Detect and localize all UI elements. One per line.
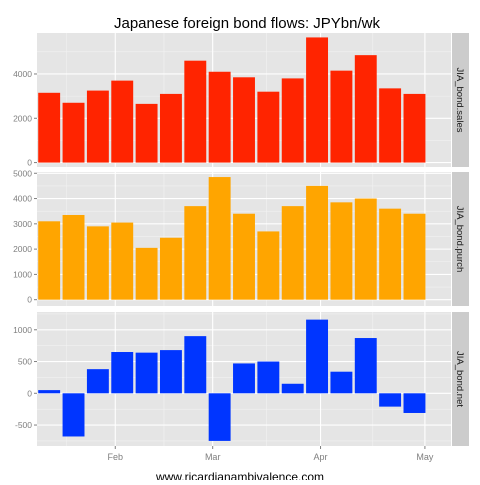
- bar: [233, 213, 255, 300]
- y-tick-label: 4000: [13, 194, 32, 204]
- bar: [159, 350, 182, 394]
- panel-purch: 0 1000 2000 3000 4000 5000 JIA_bond.purch: [13, 168, 469, 306]
- y-tick-label: 1000: [13, 269, 32, 279]
- bar: [281, 78, 304, 163]
- caption: www.ricardianambivalence.com: [155, 470, 324, 480]
- bar: [111, 222, 134, 300]
- facet-strip: [452, 312, 469, 446]
- bar: [281, 206, 304, 300]
- bar: [257, 361, 280, 394]
- bar: [38, 92, 61, 163]
- facet-strip: [452, 33, 469, 167]
- bar: [306, 185, 329, 300]
- bar: [233, 363, 255, 394]
- bar: [403, 93, 426, 163]
- bar: [330, 371, 353, 394]
- bar: [135, 103, 158, 163]
- bar: [354, 198, 377, 300]
- bar: [257, 231, 280, 300]
- bar: [135, 247, 158, 300]
- y-tick-label: 5000: [13, 168, 32, 178]
- y-tick-label: 0: [27, 158, 32, 168]
- bar: [208, 71, 231, 163]
- bar: [306, 319, 329, 394]
- bar: [184, 60, 207, 163]
- facet-strip: [452, 172, 469, 306]
- y-tick-label: 1000: [13, 325, 32, 335]
- bar: [281, 383, 304, 394]
- bar: [330, 202, 353, 300]
- y-tick-label: 3000: [13, 219, 32, 229]
- y-tick-label: 500: [18, 357, 32, 367]
- bar: [86, 369, 109, 394]
- bar: [379, 208, 402, 300]
- facet-strip-label: JIA_bond.sales: [454, 68, 465, 133]
- facet-panels: 0 2000 4000 JIA_bond.sales 0 1000 2000 3000 4000…: [13, 33, 469, 446]
- bar: [62, 214, 85, 300]
- panel-sales: 0 2000 4000 JIA_bond.sales: [13, 33, 469, 168]
- bar: [184, 336, 207, 394]
- x-tick-label: May: [416, 452, 434, 462]
- y-tick-label: 2000: [13, 113, 32, 123]
- y-tick-label: -500: [15, 420, 32, 430]
- bar: [379, 393, 402, 407]
- bar: [257, 91, 280, 163]
- bar: [403, 213, 426, 300]
- bar: [111, 80, 134, 163]
- x-tick-label: Mar: [205, 452, 221, 462]
- y-tick-label: 0: [27, 388, 32, 398]
- bar: [354, 338, 377, 394]
- y-tick-label: 4000: [13, 69, 32, 79]
- facet-strip-label: JIA_bond.net: [454, 351, 465, 407]
- bar: [62, 393, 85, 437]
- chart-title: Japanese foreign bond flows: JPYbn/wk: [114, 15, 380, 32]
- y-tick-label: 0: [27, 295, 32, 305]
- bar: [86, 226, 109, 300]
- bar: [233, 77, 255, 163]
- bar: [111, 352, 134, 394]
- bar: [135, 352, 158, 394]
- bar: [184, 206, 207, 300]
- bar: [159, 237, 182, 300]
- bar: [159, 93, 182, 163]
- bar: [38, 221, 61, 300]
- bar: [330, 70, 353, 163]
- x-tick-label: Feb: [108, 452, 124, 462]
- bar: [86, 90, 109, 163]
- x-tick-label: Apr: [314, 452, 328, 462]
- bar: [403, 393, 426, 413]
- bar: [38, 390, 61, 394]
- bar: [208, 393, 231, 441]
- panel-net: -500 0 500 1000 JIA_bond.net: [13, 312, 469, 446]
- x-axis: Feb Mar Apr May: [108, 446, 434, 462]
- bar: [354, 55, 377, 163]
- bar: [62, 102, 85, 163]
- y-tick-label: 2000: [13, 244, 32, 254]
- bar: [208, 177, 231, 300]
- facet-strip-label: JIA_bond.purch: [454, 206, 465, 273]
- bar: [306, 37, 329, 163]
- bar: [379, 88, 402, 163]
